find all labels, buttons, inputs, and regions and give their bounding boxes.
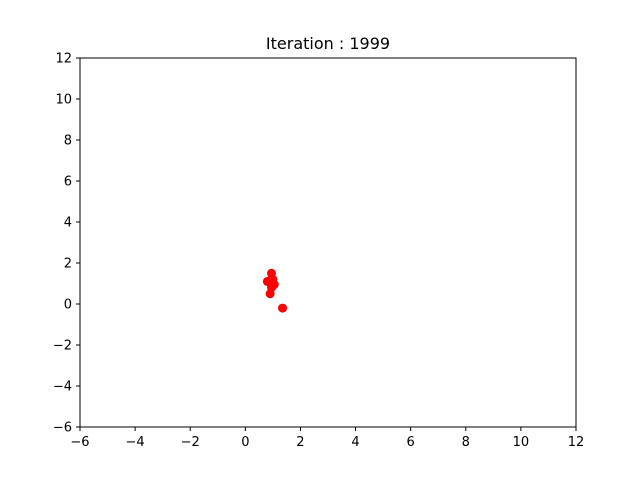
- x-tick-label: 4: [351, 435, 359, 450]
- data-point: [265, 289, 275, 299]
- x-tick-label: −2: [181, 435, 200, 450]
- y-tick-label: −4: [53, 380, 72, 395]
- y-tick-label: −6: [53, 421, 72, 436]
- x-axis: −6 −4 −2 0 2 4 6 8 10 12: [70, 427, 584, 450]
- y-tick-label: 4: [64, 216, 72, 231]
- y-tick-label: 12: [55, 52, 72, 67]
- x-tick-label: 12: [568, 435, 585, 450]
- y-tick-label: 8: [64, 134, 72, 149]
- y-axis: −6 −4 −2 0 2 4 6 8 10 12: [53, 52, 80, 436]
- y-tick-label: 2: [64, 257, 72, 272]
- x-tick-label: 0: [241, 435, 249, 450]
- data-point: [278, 303, 288, 313]
- x-tick-label: −6: [70, 435, 89, 450]
- x-tick-label: 2: [296, 435, 304, 450]
- x-tick-label: 8: [462, 435, 470, 450]
- y-tick-label: 6: [64, 175, 72, 190]
- y-tick-label: −2: [53, 339, 72, 354]
- x-tick-label: −4: [126, 435, 145, 450]
- x-tick-label: 6: [407, 435, 415, 450]
- y-tick-label: 10: [55, 93, 72, 108]
- data-points: [262, 268, 288, 313]
- chart-title: Iteration : 1999: [266, 34, 390, 53]
- y-tick-label: 0: [64, 298, 72, 313]
- x-tick-label: 10: [513, 435, 530, 450]
- plot-area-frame: [79, 57, 577, 428]
